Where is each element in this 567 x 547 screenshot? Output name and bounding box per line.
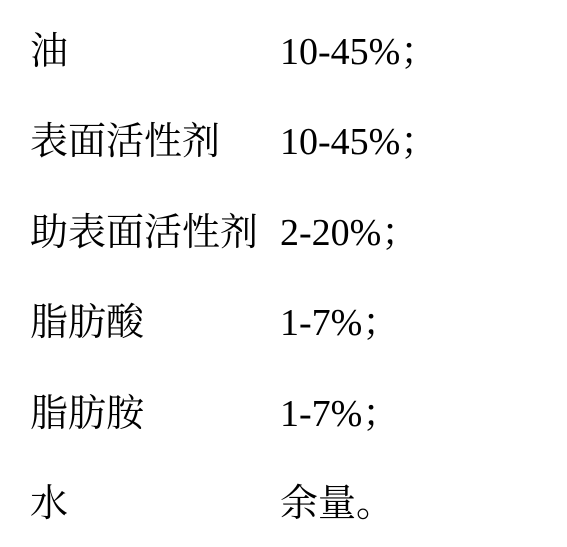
ingredient-label: 油 <box>30 20 280 75</box>
ingredient-label: 表面活性剂 <box>30 110 280 165</box>
ingredient-value: 余量。 <box>280 472 394 527</box>
composition-list: 油 10-45%； 表面活性剂 10-45%； 助表面活性剂 2-20%； 脂肪… <box>0 0 567 547</box>
ingredient-value: 2-20%； <box>280 201 419 256</box>
ingredient-value: 1-7%； <box>280 291 400 346</box>
list-item: 表面活性剂 10-45%； <box>30 110 557 165</box>
list-item: 油 10-45%； <box>30 20 557 75</box>
ingredient-label: 水 <box>30 472 280 527</box>
list-item: 脂肪胺 1-7%； <box>30 382 557 437</box>
ingredient-label: 脂肪胺 <box>30 382 280 437</box>
ingredient-label: 脂肪酸 <box>30 291 280 346</box>
ingredient-value: 10-45%； <box>280 110 438 165</box>
list-item: 脂肪酸 1-7%； <box>30 291 557 346</box>
ingredient-value: 1-7%； <box>280 382 400 437</box>
list-item: 助表面活性剂 2-20%； <box>30 201 557 256</box>
list-item: 水 余量。 <box>30 472 557 527</box>
ingredient-label: 助表面活性剂 <box>30 201 280 256</box>
ingredient-value: 10-45%； <box>280 20 438 75</box>
